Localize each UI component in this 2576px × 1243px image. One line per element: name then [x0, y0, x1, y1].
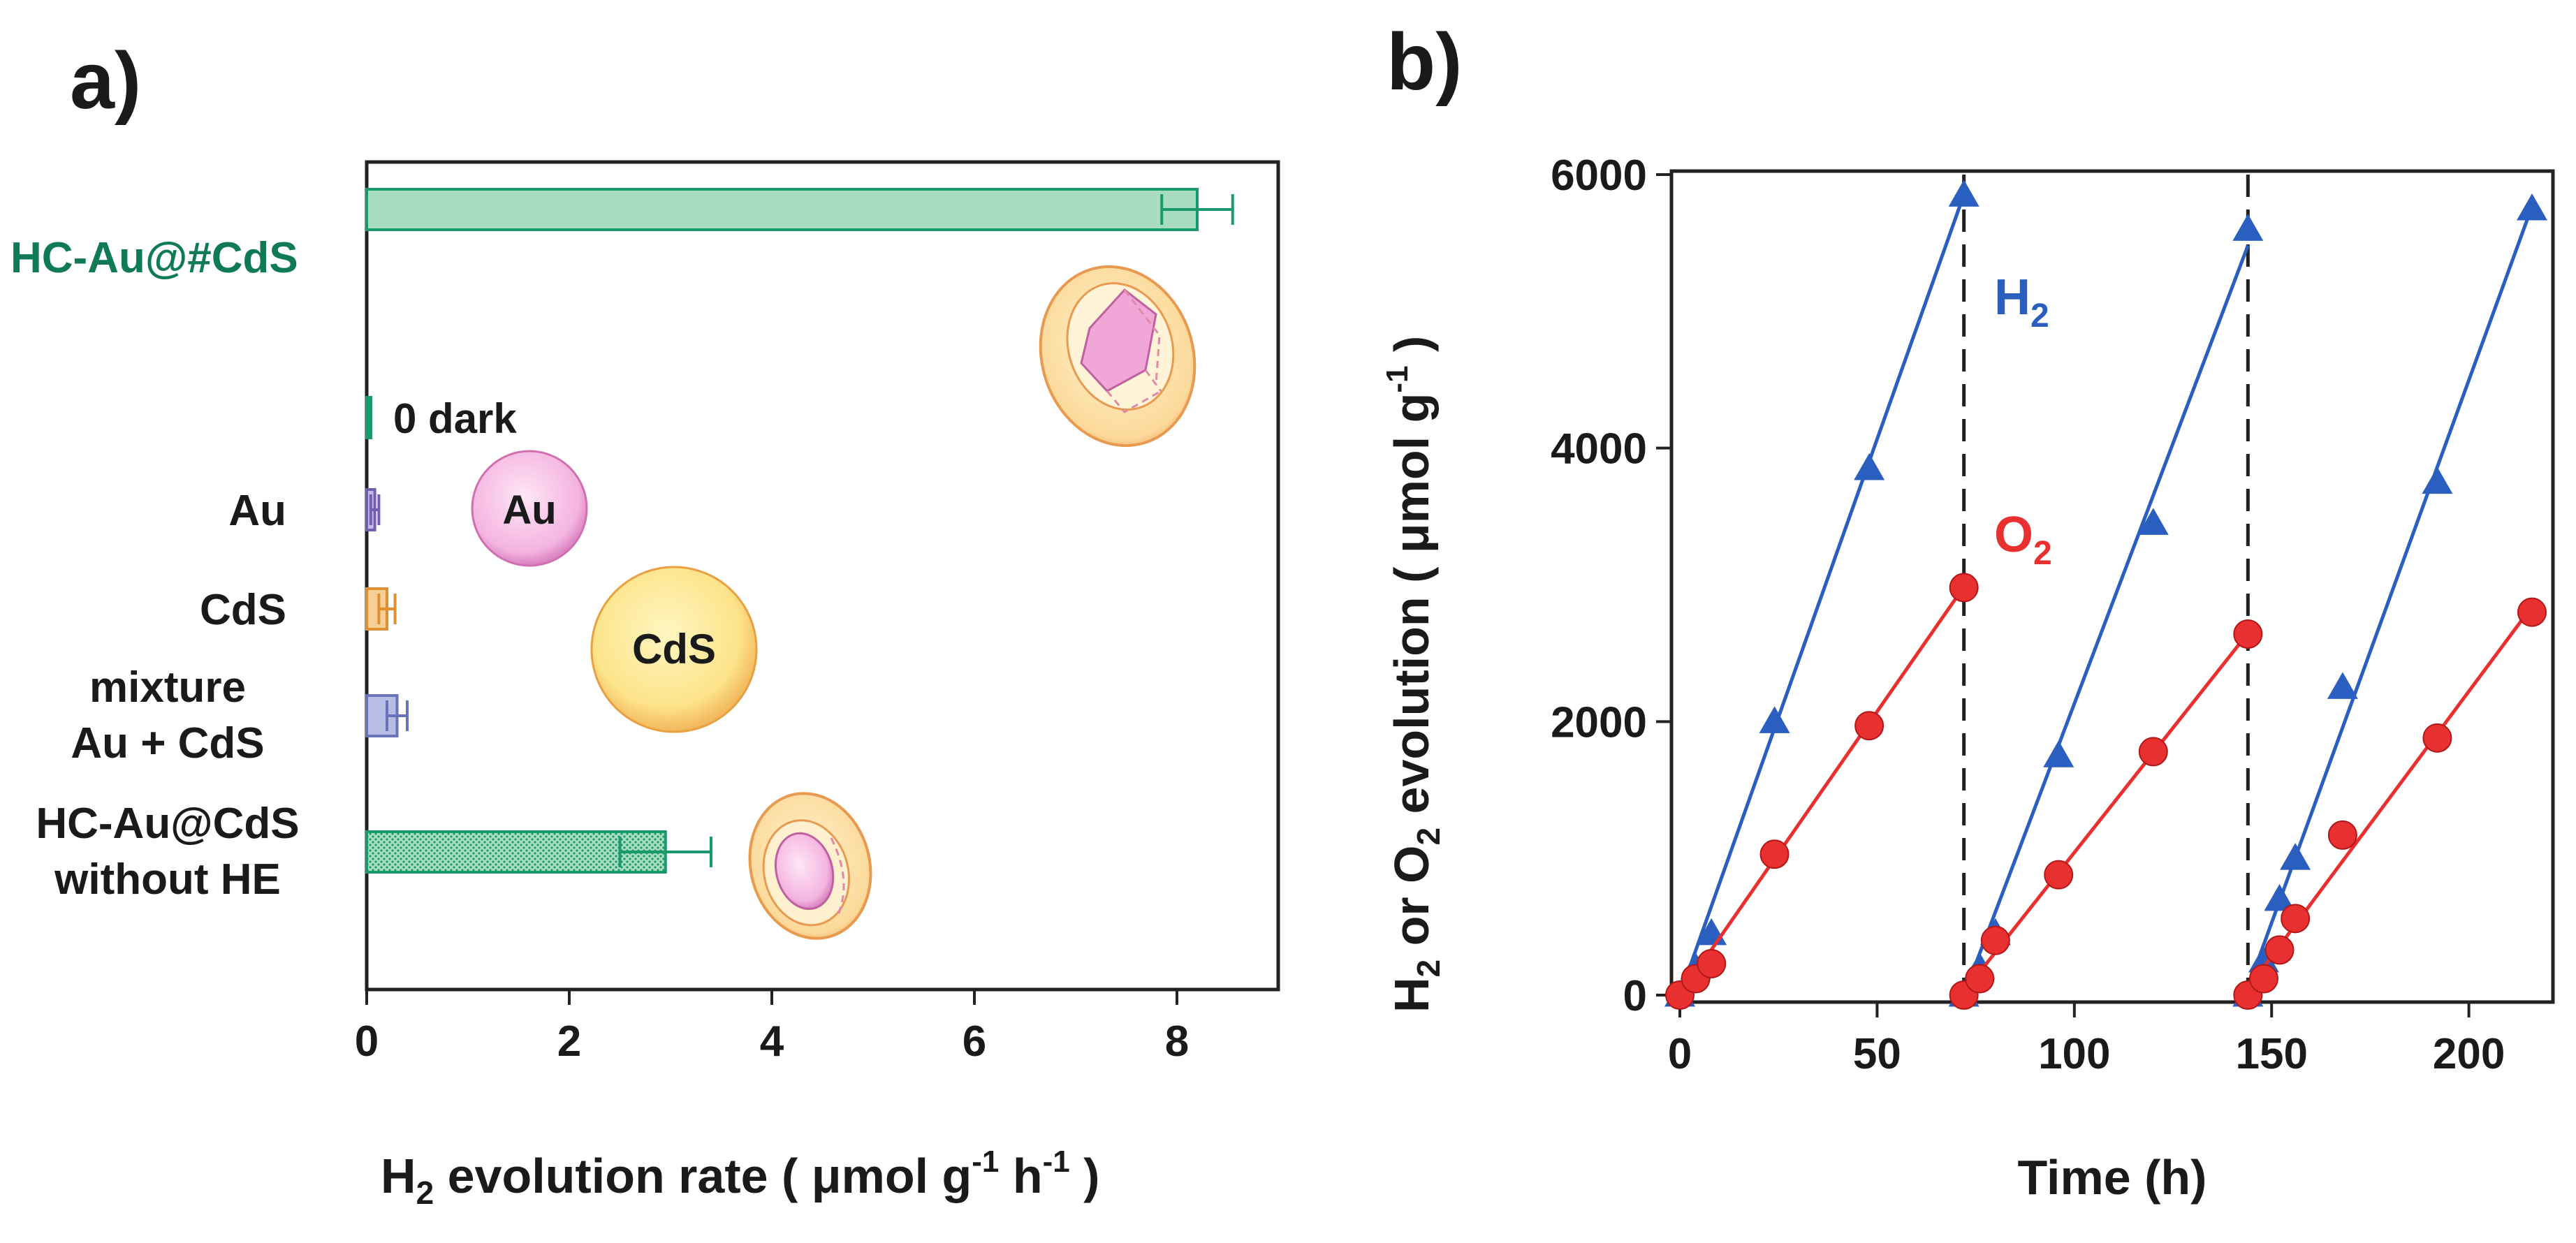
panel-a-bars [365, 188, 1234, 874]
h2-data-point [2327, 672, 2358, 699]
h2-data-point [1948, 179, 1979, 207]
a-x-tick-label: 6 [963, 1017, 986, 1066]
b-x-tick-label: 0 [1668, 1030, 1692, 1078]
o2-data-point [1980, 925, 2010, 955]
dark-annotation: 0 dark [393, 395, 517, 442]
a-x-tick-label: 2 [557, 1017, 581, 1066]
o2-data-point [2248, 964, 2278, 994]
o2-data-point [2264, 935, 2295, 965]
panel-a-plot-frame [365, 160, 1280, 992]
a-x-tick-label: 0 [355, 1017, 379, 1066]
category-label: without HE [54, 855, 281, 904]
h2-data-point [2137, 508, 2169, 535]
o2-data-point [1949, 573, 1979, 603]
panel-b-y-axis-label: H2 or O2 evolution ( μmol g-1 ) [1380, 336, 1447, 1013]
panel-a-x-axis-label: H2 evolution rate ( μmol g-1 h-1 ) [381, 1145, 1100, 1211]
o2-data-point [1697, 948, 1727, 978]
o2-data-point [2517, 597, 2547, 627]
o2-data-point [2044, 860, 2074, 890]
o2-data-point [1759, 839, 1790, 869]
h2-fit-line [1962, 244, 2250, 996]
panel-a-x-ticks: 0 2 4 6 8 [355, 990, 1189, 1066]
o2-fit-line [1678, 585, 1966, 996]
category-label: Au + CdS [71, 719, 264, 767]
category-label: CdS [200, 586, 286, 634]
o2-data-point [2327, 820, 2357, 850]
h2-fit-line [2246, 205, 2534, 989]
h2-data-point [1854, 453, 1885, 480]
a-x-tick-label: 8 [1165, 1017, 1189, 1066]
bar [365, 396, 372, 439]
category-label: HC-Au@CdS [36, 800, 299, 848]
b-x-tick-label: 100 [2038, 1030, 2110, 1078]
b-y-tick-label: 6000 [1551, 152, 1647, 200]
panel-b-series [1664, 179, 2547, 1010]
o2-data-point [2138, 737, 2168, 767]
au-sphere-illustration: Au [471, 450, 588, 567]
b-y-tick-label: 4000 [1551, 425, 1647, 473]
a-x-tick-label: 4 [760, 1017, 784, 1066]
hollow-shell-illustration-top [1039, 265, 1196, 448]
h2-data-point [2517, 193, 2547, 221]
h2-data-point [2043, 740, 2074, 767]
cds-sphere-illustration: CdS [590, 566, 758, 733]
b-y-tick-label: 2000 [1551, 698, 1647, 746]
category-label: mixture [89, 663, 246, 712]
panel-b-x-axis-label: Time (h) [2018, 1150, 2207, 1205]
h2-data-point [2232, 214, 2264, 241]
panel-a: a) 0 2 4 6 8 HC-Au@#CdS 0 dark Au CdS mixture Au … [10, 36, 1280, 1211]
bar [365, 188, 1199, 231]
h2-series-label: H2 [1994, 270, 2049, 334]
bar [365, 830, 667, 874]
o2-data-point [1965, 964, 1995, 994]
hollow-shell-illustration-bottom [748, 792, 872, 940]
o2-data-point [2281, 904, 2311, 934]
panel-b-label: b) [1386, 17, 1463, 107]
b-x-tick-label: 150 [2235, 1030, 2307, 1078]
category-label: HC-Au@#CdS [10, 234, 298, 282]
o2-data-point [1854, 711, 1885, 741]
o2-series-label: O2 [1994, 507, 2052, 572]
b-x-tick-label: 50 [1853, 1030, 1901, 1078]
h2-data-point [1759, 706, 1790, 733]
h2-data-point [2422, 466, 2453, 494]
o2-data-point [2422, 723, 2452, 753]
panel-b-plot-frame [1669, 169, 2555, 1004]
panel-a-category-labels: HC-Au@#CdS 0 dark Au CdS mixture Au + CdS HC-A… [10, 234, 517, 904]
h2-data-point [2248, 946, 2279, 973]
o2-data-point [2233, 619, 2263, 649]
b-y-tick-label: 0 [1623, 972, 1647, 1020]
au-sphere-label: Au [502, 487, 556, 533]
o2-fit-line [1962, 632, 2250, 994]
cds-sphere-label: CdS [632, 626, 716, 672]
panel-a-label: a) [70, 36, 141, 126]
h2-fit-line [1678, 193, 1966, 996]
category-label: Au [228, 487, 286, 535]
b-x-tick-label: 200 [2433, 1030, 2505, 1078]
h2-data-point [2264, 883, 2295, 911]
h2-data-point [2280, 843, 2311, 870]
